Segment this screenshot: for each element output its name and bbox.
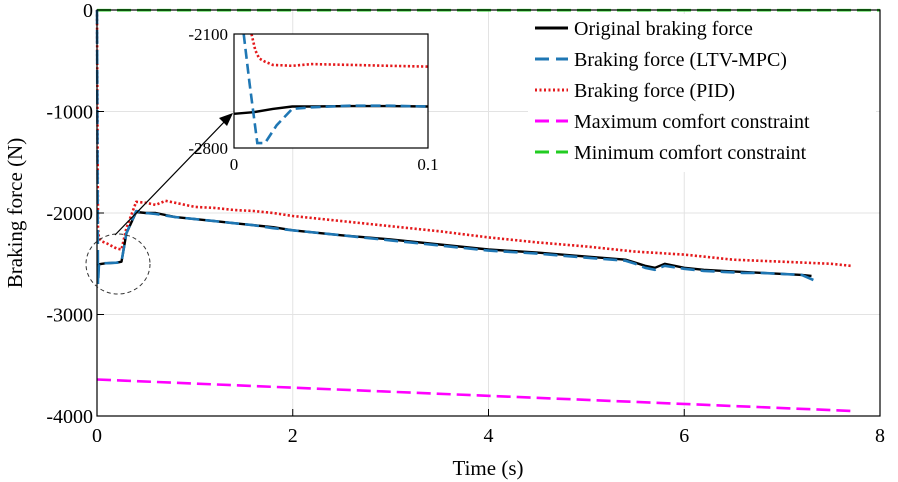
zoom-region-marker <box>85 233 151 295</box>
y-tick-label: -4000 <box>46 406 93 428</box>
legend: Original braking force Braking force (LTV… <box>535 18 810 164</box>
legend-label-braking-force-ltv-mpc: Braking force (LTV-MPC) <box>574 49 787 71</box>
inset-series <box>234 34 428 145</box>
y-axis-label: Braking force (N) <box>3 138 27 288</box>
legend-box <box>528 14 876 172</box>
zoom-arrow-line <box>114 117 229 236</box>
inset-frame <box>233 33 429 149</box>
legend-label-maximum-comfort-constraint: Maximum comfort constraint <box>574 111 810 133</box>
series-braking-force-ltv-mpc <box>95 9 814 286</box>
series-maximum-comfort-constraint <box>96 378 851 413</box>
x-tick-label: 4 <box>484 425 494 447</box>
main-ticks: 0 2 4 6 8 0 -1000 -2000 -3000 -4000 <box>46 0 885 447</box>
inset-ticks: 0 0.1 -2100 -2800 <box>188 25 438 174</box>
x-axis-label: Time (s) <box>453 456 524 480</box>
x-tick-label: 8 <box>875 425 885 447</box>
zoom-arrow-head <box>219 113 233 126</box>
inset-series-braking-force-pid <box>250 34 428 68</box>
inset-y-tick-label: -2100 <box>188 25 228 44</box>
inset-y-tick-label: -2800 <box>188 139 228 158</box>
x-tick-label: 2 <box>288 425 298 447</box>
legend-label-minimum-comfort-constraint: Minimum comfort constraint <box>574 142 807 164</box>
inset-series-braking-force-ltv-mpc <box>242 34 428 145</box>
inset-x-tick-label: 0.1 <box>417 155 438 174</box>
y-tick-label: -1000 <box>46 102 93 124</box>
y-tick-label: 0 <box>83 0 93 22</box>
legend-label-braking-force-pid: Braking force (PID) <box>574 80 735 102</box>
x-tick-label: 6 <box>679 425 689 447</box>
y-tick-label: -3000 <box>46 305 93 327</box>
y-tick-label: -2000 <box>46 203 93 225</box>
inset-x-tick-label: 0 <box>230 155 239 174</box>
inset-series-original-braking-force <box>234 104 428 115</box>
series-original-braking-force <box>96 210 812 278</box>
x-tick-label: 0 <box>92 425 102 447</box>
legend-label-original-braking-force: Original braking force <box>574 18 753 40</box>
inset-background <box>234 34 428 148</box>
